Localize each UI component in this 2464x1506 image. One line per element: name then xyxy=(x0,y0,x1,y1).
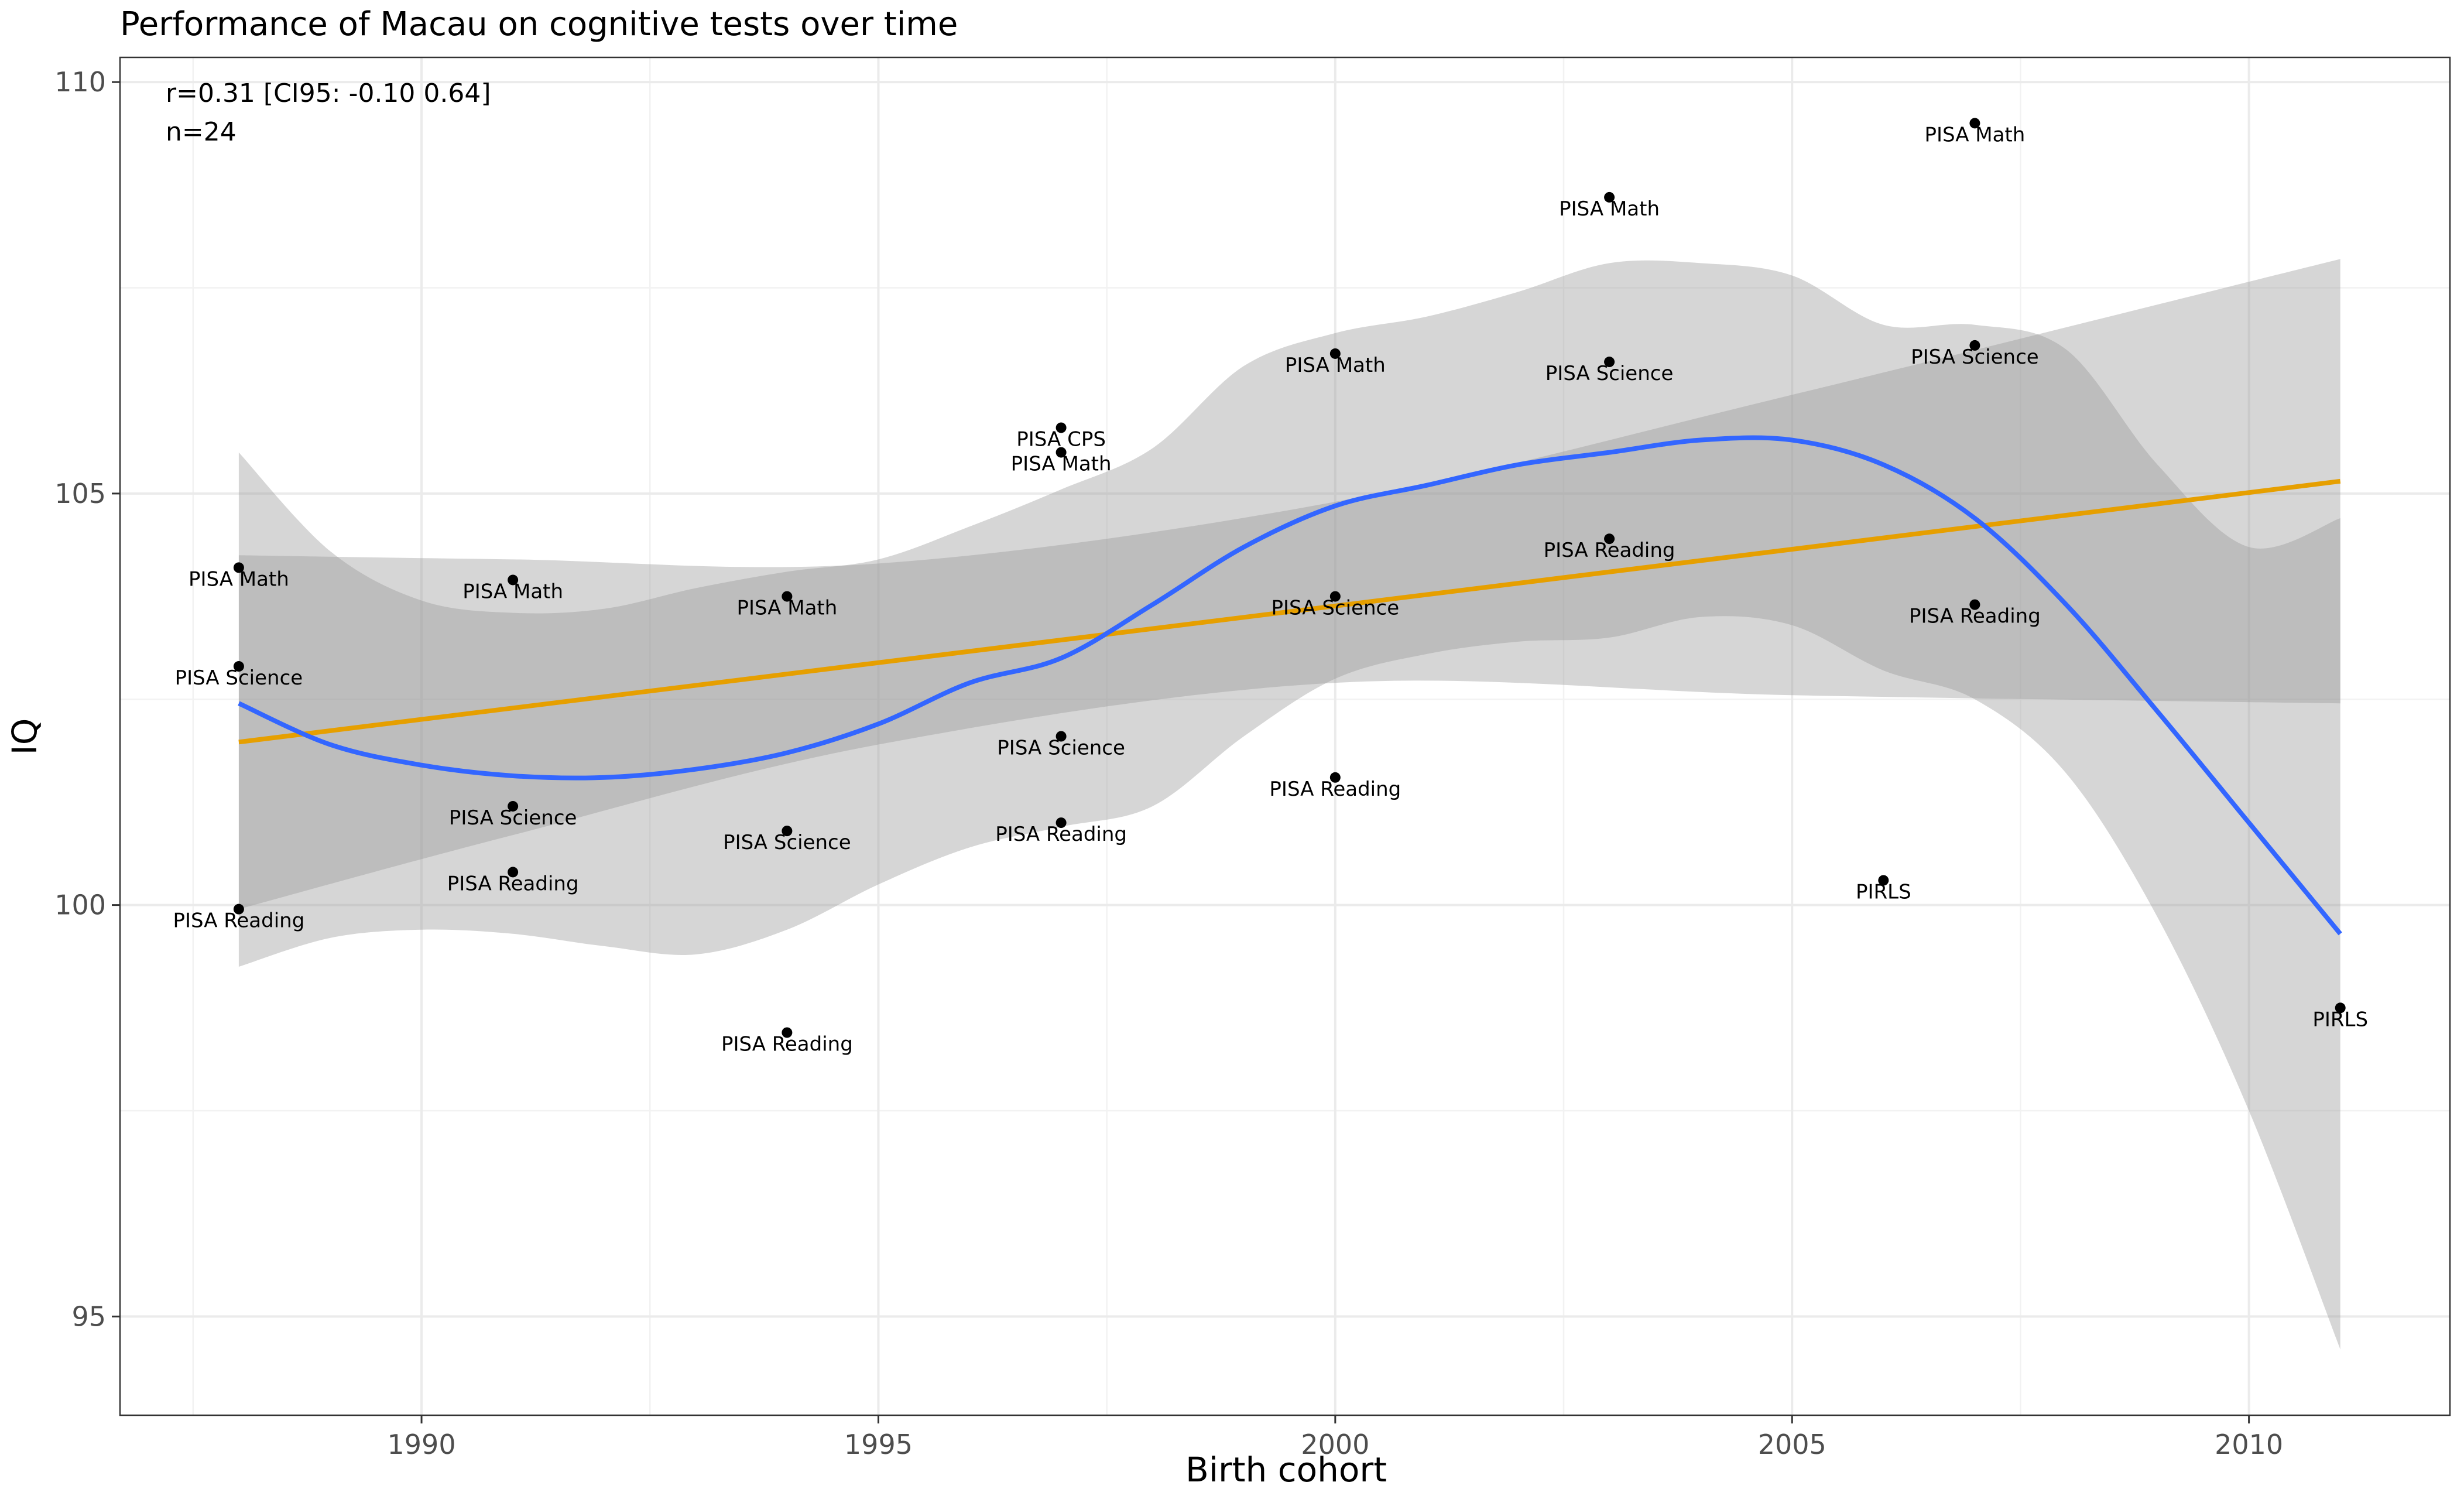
x-axis-title: Birth cohort xyxy=(1185,1450,1387,1490)
data-point xyxy=(1969,118,1980,129)
data-point xyxy=(1604,191,1615,203)
grid-lines xyxy=(120,57,2450,1415)
loess-confidence-band xyxy=(238,260,2340,1350)
x-tick-label: 1995 xyxy=(844,1429,913,1460)
linear-confidence-band xyxy=(238,259,2340,909)
data-point xyxy=(1329,348,1341,359)
point-label: PISA Science xyxy=(1272,597,1400,620)
point-label: PISA Reading xyxy=(447,872,579,895)
point-label: PISA Science xyxy=(175,666,303,690)
correlation-annotation: r=0.31 [CI95: -0.10 0.64] xyxy=(166,78,491,108)
data-point xyxy=(1878,875,1889,886)
point-label: PISA Reading xyxy=(1544,539,1675,562)
panel-border xyxy=(119,56,2451,1416)
point-label: PISA Science xyxy=(723,831,851,854)
data-point xyxy=(782,591,793,602)
data-point xyxy=(508,800,519,812)
data-point xyxy=(1055,422,1067,433)
point-label: PISA Reading xyxy=(721,1032,853,1056)
point-label: PISA Reading xyxy=(1909,605,2041,628)
point-label: PISA Science xyxy=(1911,345,2039,369)
axes: 1990 1995 2000 2005 2010 95 100 105 110 xyxy=(54,66,2283,1460)
point-label: PISA Reading xyxy=(995,823,1127,846)
point-label: PISA Math xyxy=(1559,197,1660,221)
point-label: PISA Reading xyxy=(1269,778,1401,801)
fit-lines xyxy=(238,435,2342,936)
point-label: PISA CPS xyxy=(1016,427,1106,451)
point-label: PISA Math xyxy=(1924,123,2025,146)
point-label: PIRLS xyxy=(1856,880,1911,903)
chart-title: Performance of Macau on cognitive tests … xyxy=(120,5,958,43)
data-point xyxy=(2335,1002,2346,1014)
data-point xyxy=(782,1027,793,1038)
data-points xyxy=(233,118,2346,1038)
point-label: PIRLS xyxy=(2312,1008,2368,1031)
y-tick-label: 95 xyxy=(71,1300,106,1332)
data-point xyxy=(233,562,244,573)
x-tick-label: 2005 xyxy=(1758,1429,1826,1460)
data-point xyxy=(1329,772,1341,783)
point-label: PISA Math xyxy=(462,580,563,603)
point-label: PISA Science xyxy=(1545,362,1674,385)
point-labels: PISA Math PISA Science PISA Reading PISA Ma… xyxy=(173,123,2368,1056)
point-label: PISA Math xyxy=(736,597,837,620)
data-point xyxy=(508,867,519,878)
x-tick-label: 1990 xyxy=(388,1429,456,1460)
linear-fit-line xyxy=(238,478,2341,745)
loess-fit-line xyxy=(238,435,2342,936)
y-tick-label: 110 xyxy=(54,66,106,98)
data-point xyxy=(233,661,244,672)
data-point xyxy=(1055,817,1067,829)
point-label: PISA Math xyxy=(1011,453,1112,476)
point-label: PISA Science xyxy=(997,737,1125,760)
data-point xyxy=(1604,533,1615,545)
y-tick-label: 105 xyxy=(54,478,106,509)
point-label: PISA Reading xyxy=(173,909,304,933)
data-point xyxy=(1604,357,1615,368)
x-tick-label: 2010 xyxy=(2215,1429,2283,1460)
data-point xyxy=(1055,447,1067,458)
data-point xyxy=(1969,340,1980,351)
data-point xyxy=(1329,591,1341,602)
data-point xyxy=(233,903,244,915)
sample-size-annotation: n=24 xyxy=(166,117,237,147)
data-point xyxy=(1055,731,1067,742)
data-point xyxy=(1969,599,1980,610)
confidence-bands xyxy=(238,259,2340,1350)
y-tick-label: 100 xyxy=(54,889,106,921)
point-label: PISA Science xyxy=(449,806,577,830)
point-label: PISA Math xyxy=(189,567,289,591)
point-label: PISA Math xyxy=(1285,354,1386,377)
data-point xyxy=(508,574,519,586)
data-point xyxy=(782,826,793,837)
y-axis-title: IQ xyxy=(5,718,44,755)
x-tick-label: 2000 xyxy=(1301,1429,1369,1460)
